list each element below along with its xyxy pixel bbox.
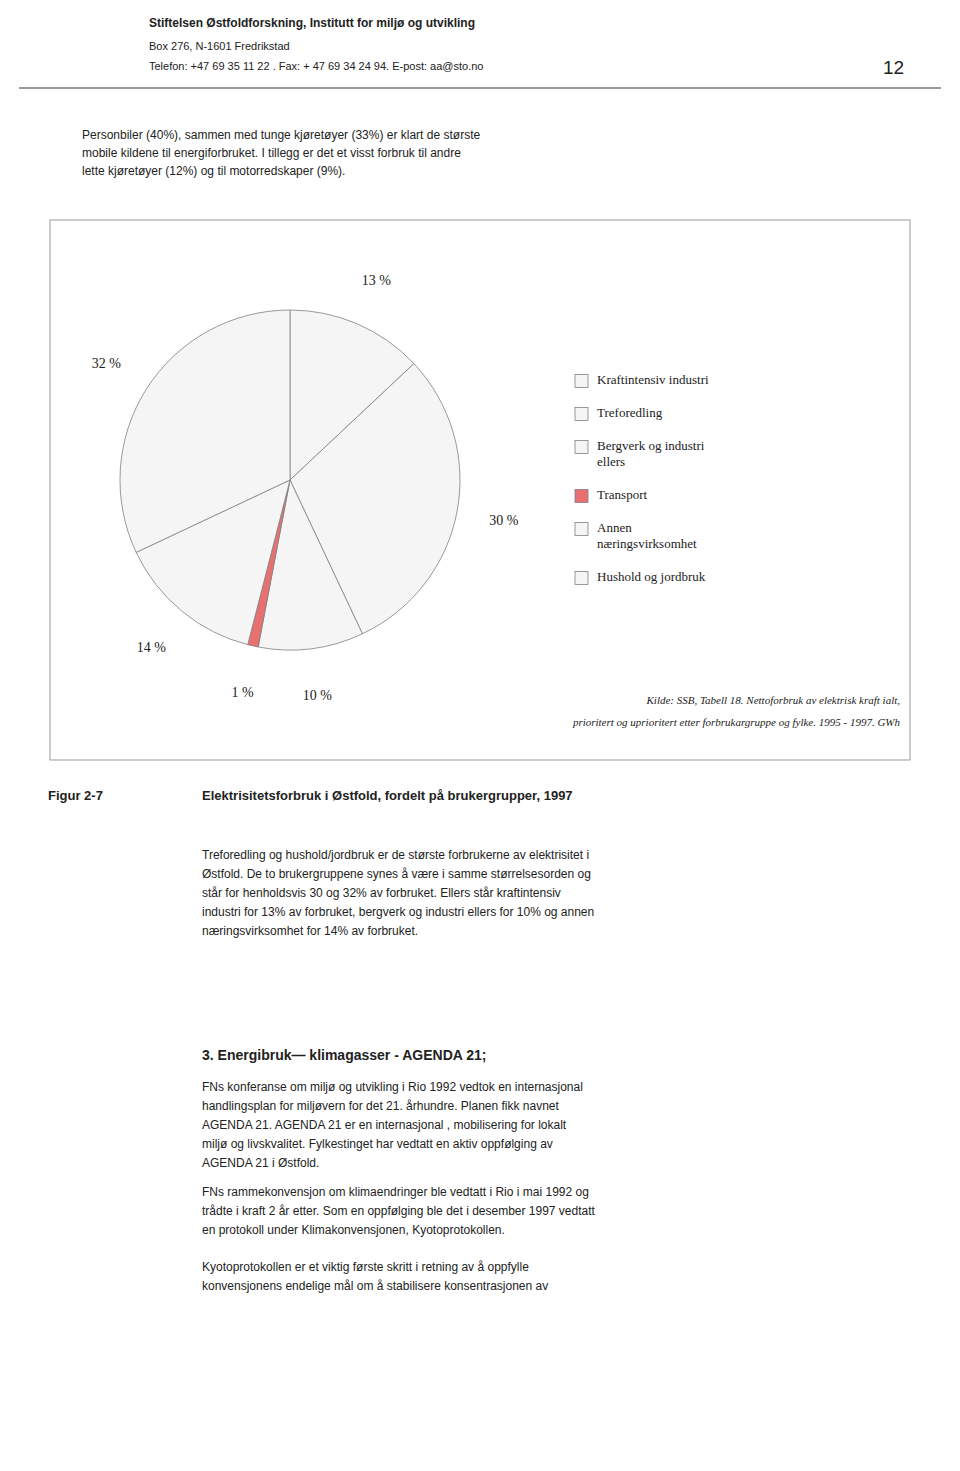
legend-entry: Kraftintensiv industri [597,371,709,386]
pie-slice [120,310,290,552]
page: Stiftelsen Østfoldforskning, Institutt f… [0,0,960,1471]
header-address: Box 276, N-1601 Fredrikstad [149,40,290,52]
body-text: industri for 13% av forbruket, bergverk … [202,905,594,919]
section-text: FNs rammekonvensjon om klimaendringer bl… [202,1185,589,1199]
data-label: 14 % [137,640,167,655]
legend-entry: Transport [597,486,647,501]
data-label: 13 % [362,273,392,288]
section-text: handlingsplan for miljøvern for det 21. … [202,1099,560,1113]
legend-entry: Treforedling [597,404,663,419]
legend-entry: Annennæringsvirksomhet [597,519,697,550]
section-text: konvensjonens endelige mål om å stabilis… [202,1279,548,1293]
legend-entry-line: Transport [597,486,647,501]
section-title: 3. Energibruk— klimagasser - AGENDA 21; [202,1047,487,1063]
source-note: prioritert og uprioritert etter forbruka… [572,716,901,728]
intro-text: mobile kildene til energiforbruket. I ti… [82,146,461,160]
header-org: Stiftelsen Østfoldforskning, Institutt f… [149,16,475,30]
data-label: 1 % [231,685,254,700]
body-text: Østfold. De to brukergruppene synes å væ… [202,867,591,881]
body-text: Treforedling og hushold/jordbruk er de s… [202,848,589,862]
legend-swatch [575,490,588,503]
legend-entry-line: Kraftintensiv industri [597,371,709,386]
section-text: en protokoll under Klimakonvensjonen, Ky… [202,1223,505,1237]
legend-entry-line: Hushold og jordbruk [597,568,706,583]
body-text: står for henholdsvis 30 og 32% av forbru… [202,886,561,900]
legend-swatch [575,572,588,585]
legend-swatch [575,375,588,388]
section-text: Kyotoprotokollen er et viktig første skr… [202,1260,529,1274]
body-text: næringsvirksomhet for 14% av forbruket. [202,924,418,938]
legend-swatch [575,441,588,454]
legend-entry-line: ellers [597,453,625,468]
intro-text: lette kjøretøyer (12%) og til motorredsk… [82,164,345,178]
caption-label: Figur 2-7 [48,788,103,803]
source-note: Kilde: SSB, Tabell 18. Nettoforbruk av e… [646,694,901,706]
pie [120,310,460,650]
section-text: miljø og livskvalitet. Fylkestinget har … [202,1137,553,1151]
section-text: FNs konferanse om miljø og utvikling i R… [202,1080,583,1094]
legend-entry-line: Annen [597,519,632,534]
data-label: 10 % [303,688,333,703]
data-label: 30 % [489,513,519,528]
page-number: 12 [883,57,904,78]
legend-entry: Bergverk og industriellers [597,437,705,468]
header-contact: Telefon: +47 69 35 11 22 . Fax: + 47 69 … [149,60,483,72]
legend-swatch [575,523,588,536]
legend-swatch [575,408,588,421]
section-text: AGENDA 21 i Østfold. [202,1156,319,1170]
legend-entry-line: næringsvirksomhet [597,535,697,550]
legend-entry-line: Bergverk og industri [597,437,705,452]
data-label: 32 % [92,356,122,371]
section-text: AGENDA 21. AGENDA 21 er en internasjonal… [202,1118,567,1132]
legend-entry: Hushold og jordbruk [597,568,706,583]
intro-text: Personbiler (40%), sammen med tunge kjør… [82,128,480,142]
chart-frame [50,220,910,760]
section-text: trådte i kraft 2 år etter. Som en oppføl… [202,1204,596,1218]
legend: Kraftintensiv industri Treforedling Bergve… [575,371,709,584]
chart-title: Elektrisitetsforbruk i Østfold, fordelt … [202,788,573,803]
legend-entry-line: Treforedling [597,404,663,419]
header-rule [19,88,941,89]
